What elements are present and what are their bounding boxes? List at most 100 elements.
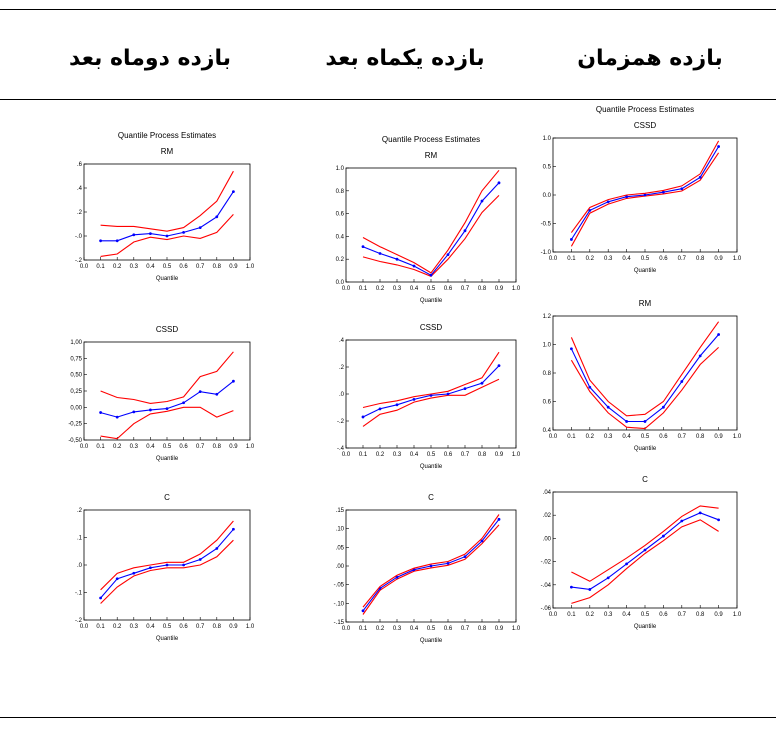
y-tick-label: .00 — [543, 536, 552, 542]
x-tick-label: 0.2 — [586, 612, 595, 618]
y-tick-label: -1.0 — [541, 250, 552, 256]
x-tick-label: 1.0 — [246, 444, 255, 450]
x-tick-label: 0.4 — [146, 624, 155, 630]
chart-rm-one-month: Quantile Process Estimates RM 0.0 0.1 0.2 0.3… — [336, 135, 521, 304]
x-tick-label: 0.8 — [478, 286, 487, 292]
x-axis-label: Quantile — [156, 276, 179, 282]
estimate-point — [165, 234, 169, 238]
x-tick-label: 0.7 — [678, 612, 687, 618]
upper-band-line — [362, 514, 500, 608]
x-axis-label: Quantile — [420, 298, 443, 304]
x-tick-label: 0.6 — [444, 626, 453, 632]
x-axis-label: Quantile — [634, 446, 657, 452]
estimate-point — [662, 190, 665, 194]
x-tick-label: 0.1 — [567, 256, 576, 262]
estimate-point — [182, 401, 186, 405]
estimate-point — [115, 577, 119, 581]
x-tick-label: 0.9 — [714, 256, 723, 262]
x-tick-label: 0.9 — [495, 286, 504, 292]
x-tick-label: 0.1 — [359, 286, 368, 292]
estimate-line — [362, 365, 500, 418]
header-middle: بازده یکماه بعد — [325, 46, 485, 71]
y-tick-label: -.10 — [334, 601, 345, 607]
estimate-point — [395, 403, 399, 407]
lower-band-line — [100, 406, 234, 440]
y-tick-label: -.4 — [337, 446, 345, 452]
top-rule — [0, 9, 776, 10]
y-tick-label: .4 — [339, 338, 345, 344]
y-tick-label: 1.2 — [543, 314, 552, 320]
x-tick-label: 0.6 — [659, 256, 668, 262]
x-tick-label: 0.6 — [444, 452, 453, 458]
y-tick-label: -0.5 — [541, 222, 552, 228]
y-tick-label: 0.8 — [336, 189, 345, 195]
x-tick-label: 0.3 — [130, 624, 139, 630]
x-tick-label: 0.3 — [130, 264, 139, 270]
y-tick-label: .0 — [77, 563, 83, 569]
y-tick-label: 0,00 — [70, 405, 82, 411]
x-tick-label: 1.0 — [246, 264, 255, 270]
chart-subtitle: CSSD — [634, 121, 656, 130]
x-tick-label: 0.5 — [427, 452, 436, 458]
estimate-point — [182, 231, 186, 234]
estimate-point — [361, 415, 365, 419]
estimate-point — [395, 257, 399, 261]
upper-band-line — [571, 505, 719, 582]
estimate-point — [149, 566, 152, 570]
y-tick-label: .04 — [543, 490, 552, 496]
estimate-point — [232, 379, 235, 383]
upper-band-line — [362, 169, 500, 274]
x-tick-label: 0.6 — [659, 434, 668, 440]
y-tick-label: 0.4 — [543, 428, 552, 434]
estimate-point — [570, 347, 573, 351]
x-tick-label: 0.5 — [427, 286, 436, 292]
x-tick-label: 0.3 — [604, 612, 613, 618]
x-tick-label: 0.8 — [213, 444, 222, 450]
y-tick-label: 0.0 — [543, 193, 552, 199]
x-tick-label: 0.7 — [461, 626, 470, 632]
x-tick-label: 0.7 — [678, 434, 687, 440]
chart-cssd-contemporaneous: Quantile Process Estimates CSSD 0.0 0.1 0.2 0… — [541, 105, 742, 274]
upper-band-line — [570, 321, 720, 417]
estimate-point — [412, 398, 416, 401]
y-tick-label: 1,00 — [70, 340, 82, 346]
y-tick-label: .15 — [336, 508, 345, 514]
estimate-point — [446, 392, 450, 396]
y-tick-label: .10 — [336, 527, 345, 533]
x-tick-label: 0.2 — [586, 256, 595, 262]
estimate-point — [132, 410, 136, 414]
y-tick-label: .02 — [543, 513, 552, 519]
x-tick-label: 0.1 — [96, 264, 105, 270]
y-tick-label: 1.0 — [336, 166, 345, 172]
x-tick-label: 0.2 — [376, 286, 385, 292]
estimate-point — [198, 226, 202, 229]
x-tick-label: 0.4 — [622, 434, 631, 440]
x-tick-label: 0.3 — [604, 256, 613, 262]
x-tick-label: 0.3 — [393, 286, 402, 292]
y-tick-label: 1.0 — [543, 343, 552, 349]
y-tick-label: -0,50 — [68, 438, 82, 444]
estimate-point — [198, 390, 202, 394]
x-tick-label: 0.2 — [376, 452, 385, 458]
estimate-point — [429, 564, 433, 568]
x-tick-label: 0.8 — [696, 612, 705, 618]
y-tick-label: -.05 — [334, 583, 345, 589]
estimate-point — [99, 596, 102, 600]
y-tick-label: -.2 — [75, 618, 83, 624]
lower-band-line — [570, 152, 720, 247]
x-tick-label: 1.0 — [733, 434, 742, 440]
y-tick-label: .0 — [339, 392, 345, 398]
x-tick-label: 0.5 — [163, 624, 172, 630]
chart-subtitle: RM — [161, 147, 174, 156]
x-tick-label: 0.2 — [113, 444, 122, 450]
estimate-point — [115, 415, 119, 419]
estimate-point — [115, 239, 119, 243]
estimate-point — [232, 190, 235, 193]
plot-frame — [345, 167, 517, 283]
estimate-point — [149, 408, 152, 412]
y-tick-label: -.2 — [337, 419, 345, 425]
x-tick-label: 1.0 — [512, 286, 521, 292]
x-tick-label: 0.0 — [342, 286, 351, 292]
estimate-point — [215, 215, 219, 219]
x-axis-label: Quantile — [420, 638, 443, 644]
